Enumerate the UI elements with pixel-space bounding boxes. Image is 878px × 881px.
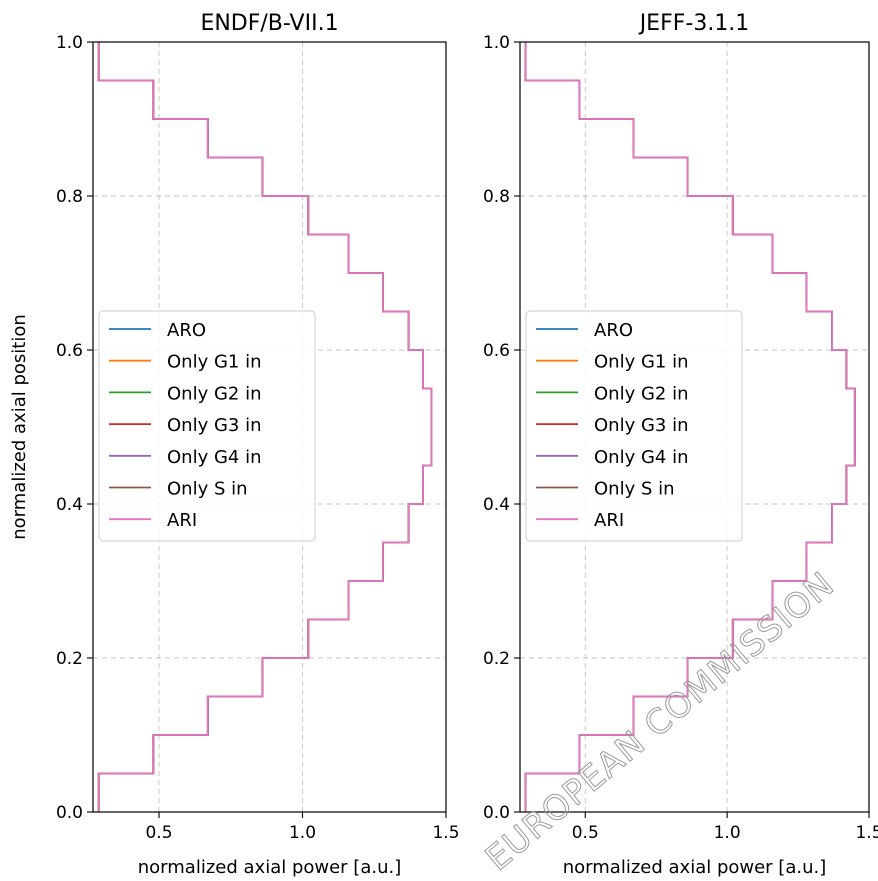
y-tick-label: 0.6 — [56, 341, 83, 361]
y-tick-label: 0.2 — [483, 649, 510, 669]
watermark-text: EUROPEAN COMMISSION — [478, 564, 842, 879]
y-tick-label: 0.0 — [483, 803, 510, 823]
legend-label: Only G4 in — [594, 447, 688, 468]
x-tick-label: 1.5 — [855, 823, 878, 843]
plot-frame — [92, 41, 447, 813]
legend-label: Only G3 in — [594, 415, 688, 436]
series-line-ari — [97, 42, 433, 812]
y-tick-label: 1.0 — [56, 33, 83, 53]
y-tick-label: 1.0 — [483, 33, 510, 53]
y-tick-label: 0.0 — [56, 803, 83, 823]
legend-label: Only G3 in — [167, 415, 261, 436]
plot-frame — [519, 41, 870, 813]
chart-panel-endf: 0.5 1.0 1.5 0.0 0.2 0.4 0.6 0.8 1.0 ENDF/B-VII.1 n… — [9, 11, 460, 878]
legend: ARO Only G1 in Only G2 in Only G3 in Only G4… — [98, 310, 316, 542]
chart-title: ENDF/B-VII.1 — [200, 11, 338, 36]
y-tick-label: 0.8 — [56, 187, 83, 207]
legend-label: Only S in — [594, 479, 675, 500]
legend-box — [98, 310, 316, 542]
series-line-ari — [524, 42, 856, 812]
y-tick-label: 0.8 — [483, 187, 510, 207]
y-tick-label: 0.4 — [56, 495, 83, 515]
x-tick-label: 1.0 — [289, 823, 316, 843]
x-tick-label: 0.5 — [145, 823, 172, 843]
legend-label: ARI — [167, 510, 197, 531]
chart-title: JEFF-3.1.1 — [638, 11, 750, 36]
legend-label: Only G2 in — [594, 383, 688, 404]
legend-label: Only G2 in — [167, 383, 261, 404]
x-axis-label: normalized axial power [a.u.] — [563, 857, 826, 878]
x-axis-label: normalized axial power [a.u.] — [138, 857, 401, 878]
chart-panel-jeff: 0.5 1.0 1.5 0.0 0.2 0.4 0.6 0.8 1.0 JEFF-3.1.1 nor… — [483, 11, 878, 878]
x-tick-label: 1.5 — [432, 823, 459, 843]
legend-box — [525, 310, 743, 542]
y-tick-label: 0.2 — [56, 649, 83, 669]
legend-label: Only G1 in — [594, 352, 688, 373]
legend-label: Only S in — [167, 479, 248, 500]
x-tick-label: 1.0 — [714, 823, 741, 843]
x-tick-label: 0.5 — [572, 823, 599, 843]
legend: ARO Only G1 in Only G2 in Only G3 in Only G4… — [525, 310, 743, 542]
y-tick-label: 0.6 — [483, 341, 510, 361]
legend-label: ARO — [167, 320, 206, 341]
y-axis-label: normalized axial position — [9, 314, 30, 539]
legend-label: Only G4 in — [167, 447, 261, 468]
legend-label: Only G1 in — [167, 352, 261, 373]
y-tick-label: 0.4 — [483, 495, 510, 515]
legend-label: ARO — [594, 320, 633, 341]
legend-label: ARI — [594, 510, 624, 531]
